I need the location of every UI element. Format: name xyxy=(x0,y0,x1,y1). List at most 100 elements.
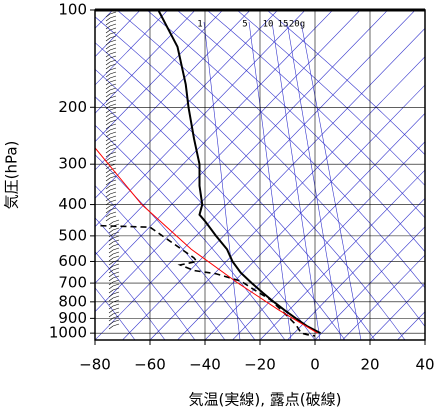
barb-flag xyxy=(109,191,117,195)
barb-flag xyxy=(109,187,117,191)
isotherm xyxy=(95,10,224,143)
barb-flag xyxy=(112,315,120,319)
barb-flag xyxy=(109,71,117,75)
dry-adiabat xyxy=(95,154,256,340)
barb-flag xyxy=(109,55,117,59)
barb-staff xyxy=(108,245,114,250)
barb-staff xyxy=(105,101,111,106)
profiles xyxy=(95,10,321,337)
dry-adiabat xyxy=(95,16,406,340)
profile-line xyxy=(95,147,319,334)
barb-staff xyxy=(105,141,111,146)
barb-staff xyxy=(105,37,111,42)
isotherm xyxy=(232,141,425,340)
barb-staff xyxy=(105,193,111,198)
barb-flag xyxy=(109,59,117,63)
barb-staff xyxy=(108,305,114,310)
barb-flag xyxy=(109,75,117,79)
barb-flag xyxy=(109,139,117,143)
barb-staff xyxy=(105,85,111,90)
barb-flag xyxy=(112,251,120,255)
barb-flag xyxy=(112,247,120,251)
barb-flag xyxy=(112,219,120,223)
barb-staff xyxy=(105,169,111,174)
barb-staff xyxy=(105,113,111,118)
barb-staff xyxy=(105,181,111,186)
barb-flag xyxy=(112,299,120,303)
barb-staff xyxy=(105,173,111,178)
barb-flag xyxy=(112,279,120,283)
barb-staff xyxy=(108,309,114,314)
barb-staff xyxy=(108,325,114,330)
isotherm xyxy=(95,10,196,114)
barb-flag xyxy=(109,87,117,91)
barb-flag xyxy=(112,255,120,259)
profile-line xyxy=(157,10,321,335)
barb-staff xyxy=(108,289,114,294)
barb-flag xyxy=(109,155,117,159)
barb-staff xyxy=(108,257,114,262)
dry-adiabat xyxy=(95,124,286,340)
barb-flag xyxy=(109,175,117,179)
barb-staff xyxy=(105,93,111,98)
mixing-ratio-label: 1 xyxy=(197,20,202,30)
barb-flag xyxy=(112,319,120,323)
x-tick-label: −40 xyxy=(189,356,221,374)
barb-flag xyxy=(109,159,117,163)
isotherm xyxy=(95,10,279,199)
barb-flag xyxy=(109,215,117,219)
dry-adiabat xyxy=(95,217,196,340)
barb-staff xyxy=(108,253,114,258)
barb-flag xyxy=(109,11,117,15)
barb-staff xyxy=(105,133,111,138)
x-tick-label: −20 xyxy=(244,356,276,374)
barb-flag xyxy=(112,311,120,315)
dry-adiabat xyxy=(95,251,166,340)
mixing-ratio-label: 10 xyxy=(263,20,274,30)
barb-flag xyxy=(112,275,120,279)
x-tick-label: 0 xyxy=(310,356,320,374)
barb-staff xyxy=(105,121,111,126)
dry-adiabat xyxy=(146,10,425,289)
barb-staff xyxy=(108,221,114,226)
isotherm xyxy=(95,10,306,228)
barb-staff xyxy=(105,209,111,214)
mixing-ratio-line xyxy=(300,21,362,340)
barb-staff xyxy=(108,313,114,318)
barb-flag xyxy=(109,107,117,111)
barb-staff xyxy=(105,65,111,70)
barb-staff xyxy=(108,297,114,302)
barb-staff xyxy=(105,165,111,170)
barb-staff xyxy=(105,97,111,102)
barb-flag xyxy=(109,143,117,147)
barb-flag xyxy=(112,291,120,295)
barb-flag xyxy=(112,303,120,307)
dry-adiabat xyxy=(176,10,425,253)
barb-staff xyxy=(105,21,111,26)
wind-barbs xyxy=(105,11,120,330)
y-axis-label: 気圧(hPa) xyxy=(3,141,21,210)
y-tick-label: 900 xyxy=(58,309,87,327)
barb-flag xyxy=(112,235,120,239)
barb-flag xyxy=(109,127,117,131)
barb-staff xyxy=(108,281,114,286)
barb-flag xyxy=(109,135,117,139)
barb-flag xyxy=(109,115,117,119)
barb-flag xyxy=(109,91,117,95)
barb-flag xyxy=(109,147,117,151)
barb-staff xyxy=(105,189,111,194)
barb-staff xyxy=(108,241,114,246)
barb-flag xyxy=(109,83,117,87)
barb-flag xyxy=(109,67,117,71)
barb-flag xyxy=(112,271,120,275)
barb-staff xyxy=(108,317,114,322)
barb-flag xyxy=(109,27,117,31)
barb-flag xyxy=(109,19,117,23)
mixing-ratio-line xyxy=(248,21,292,340)
barb-flag xyxy=(109,183,117,187)
profile-line xyxy=(100,224,316,337)
barb-staff xyxy=(105,137,111,142)
barb-staff xyxy=(105,177,111,182)
mixing-ratio-label: 15 xyxy=(278,20,289,30)
isotherm xyxy=(424,339,425,340)
